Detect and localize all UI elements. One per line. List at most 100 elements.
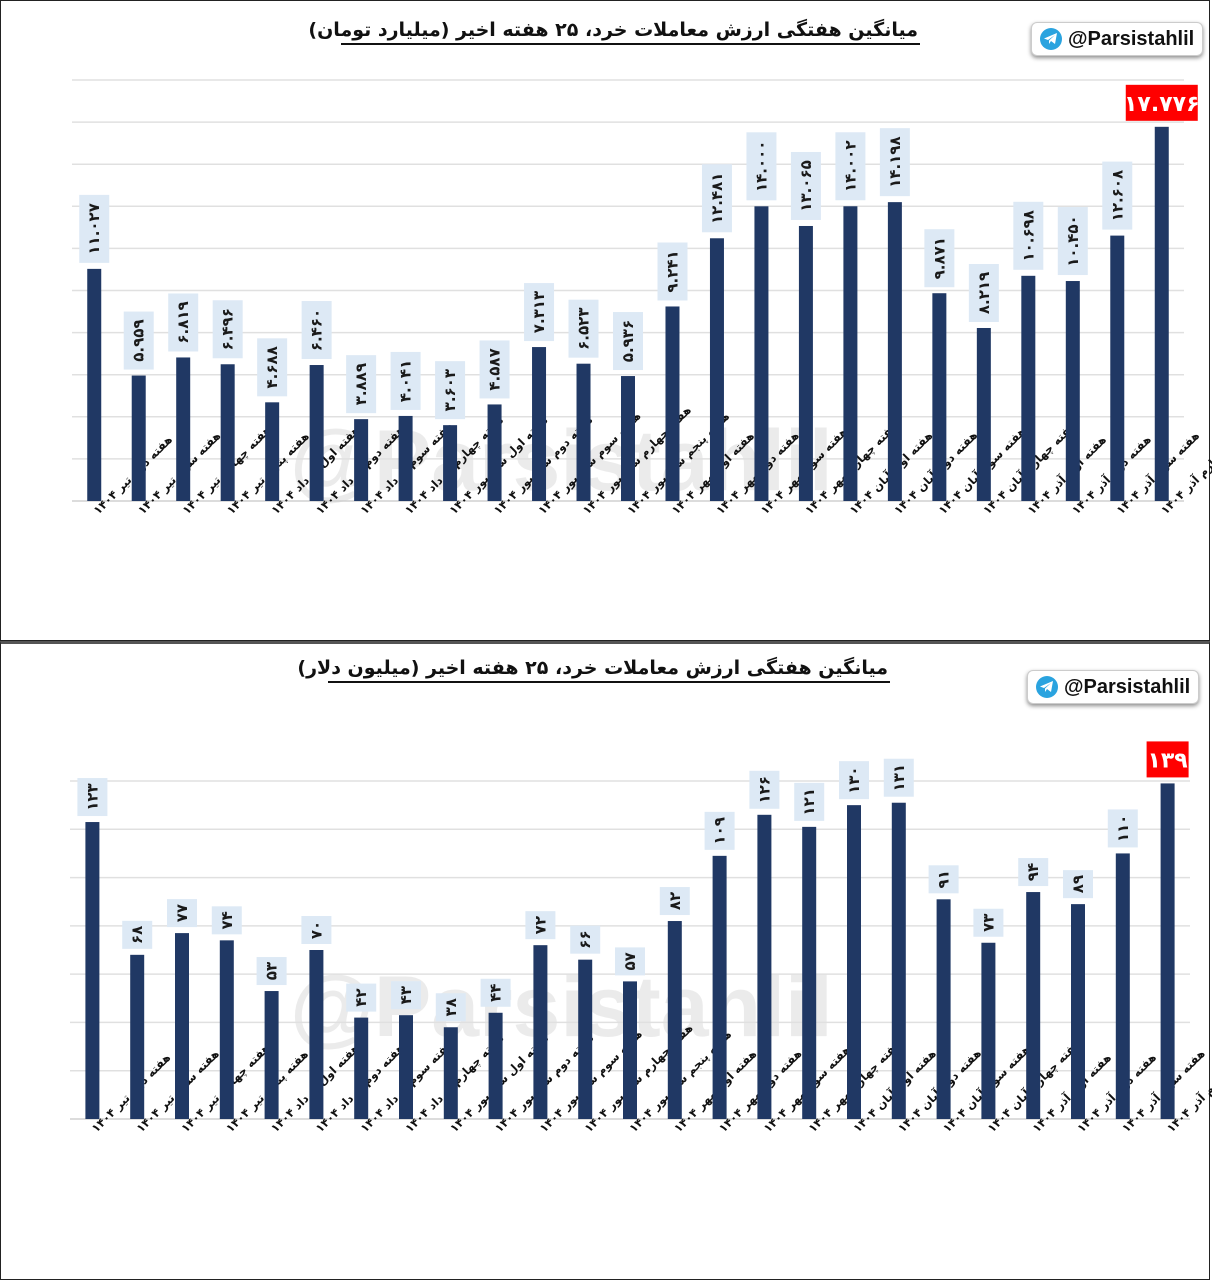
- bar: [220, 364, 235, 501]
- data-label: ۱۳۰: [845, 766, 863, 793]
- data-label: ۱۱۰: [1114, 815, 1132, 842]
- data-label-bg: [746, 132, 777, 201]
- bar: [891, 802, 906, 1119]
- data-label: ۸.۲۱۹: [975, 272, 993, 314]
- data-label-bg: [435, 361, 466, 420]
- data-label-bg: [346, 983, 377, 1012]
- data-label-bg: [167, 899, 197, 928]
- bar: [264, 991, 279, 1119]
- bar: [936, 899, 951, 1119]
- bar: [175, 933, 189, 1119]
- data-label-bg: [211, 906, 242, 935]
- data-label: ۴.۵۸۷: [486, 348, 504, 390]
- data-label: ۴۲: [352, 988, 370, 1006]
- bar: [399, 1015, 413, 1119]
- data-label: ۷۰: [307, 921, 325, 939]
- data-label-bg: [568, 299, 599, 358]
- data-label: ۹۴: [1024, 863, 1042, 881]
- data-label: ۵۷: [621, 952, 639, 970]
- data-label-bg: [122, 920, 153, 949]
- data-label: ۴۳: [397, 986, 415, 1004]
- data-label-bg: [256, 957, 287, 986]
- bar: [623, 981, 637, 1119]
- data-label-bg: [973, 908, 1004, 937]
- data-label-bg: [613, 312, 643, 371]
- data-label-bg: [525, 911, 556, 940]
- bar: [354, 1017, 369, 1119]
- data-label: ۱۲۳: [83, 783, 101, 810]
- bar: [265, 402, 280, 501]
- data-label: ۳۸: [442, 998, 460, 1016]
- bar: [847, 805, 861, 1119]
- chart-title-dollar: میانگین هفتگی ارزش معاملات خرد، ۲۵ هفته …: [297, 657, 890, 683]
- data-label-bg: [479, 340, 510, 399]
- data-label-bg: [301, 301, 332, 360]
- bar: [578, 959, 593, 1119]
- data-label: ۸۹: [1069, 875, 1087, 893]
- data-label: ۶.۴۶۰: [308, 309, 326, 351]
- bar: [1115, 853, 1130, 1119]
- telegram-icon: [1036, 676, 1058, 698]
- data-label-bg: [749, 770, 780, 809]
- data-label-bg: [1102, 161, 1133, 230]
- data-label-bg: [79, 194, 110, 263]
- channel-handle: @Parsistahlil: [1068, 27, 1195, 50]
- data-label: ۷۳: [979, 914, 997, 932]
- data-label-bg: [77, 778, 108, 817]
- data-label-bg: [123, 311, 154, 370]
- data-label: ۸۲: [666, 892, 684, 910]
- telegram-icon: [1040, 28, 1062, 50]
- data-label: ۱۳۹: [1147, 748, 1187, 773]
- data-label-bg: [301, 916, 332, 944]
- data-label: ۱۷.۷۷۶: [1124, 92, 1200, 117]
- channel-badge[interactable]: @Parsistahlil: [1027, 670, 1200, 704]
- data-label: ۱۲.۴۸۱: [708, 173, 726, 224]
- bar: [576, 363, 591, 501]
- highlight-label-bg: [1125, 84, 1198, 121]
- data-label-bg: [391, 981, 421, 1010]
- chart-panel-toman: میانگین هفتگی ارزش معاملات خرد، ۲۵ هفته …: [0, 0, 1210, 641]
- data-label: ۹.۸۷۱: [930, 237, 948, 279]
- data-label: ۱۲۱: [800, 788, 818, 815]
- data-label: ۷۲: [531, 916, 549, 934]
- data-label-bg: [1018, 858, 1049, 887]
- bar: [532, 347, 547, 501]
- data-label-bg: [1063, 870, 1093, 899]
- watermark-text: @Parsistahlil: [290, 413, 833, 509]
- data-label-bg: [346, 355, 377, 414]
- bar: [887, 202, 902, 502]
- data-label-bg: [657, 242, 688, 301]
- data-label-bg: [879, 128, 910, 197]
- watermark-text: @Parsistahlil: [290, 959, 833, 1055]
- data-label-bg: [839, 761, 869, 800]
- data-label-bg: [212, 300, 243, 359]
- bar: [533, 945, 548, 1119]
- data-label: ۱۳۱: [890, 764, 908, 791]
- data-label: ۱۰.۶۹۸: [1019, 210, 1037, 261]
- bar: [1110, 235, 1125, 501]
- data-label-bg: [659, 887, 690, 916]
- bar: [219, 940, 234, 1119]
- data-label-bg: [1107, 809, 1138, 848]
- bar: [398, 415, 413, 501]
- data-label-bg: [968, 263, 999, 322]
- bar: [802, 826, 817, 1119]
- data-label: ۵.۹۵۹: [130, 319, 148, 361]
- channel-badge[interactable]: @Parsistahlil: [1031, 22, 1204, 56]
- bar: [354, 419, 369, 501]
- data-label-bg: [1013, 201, 1044, 270]
- bar: [1154, 126, 1169, 502]
- data-label: ۱۴.۰۰۲: [841, 141, 859, 192]
- bar: [87, 268, 102, 501]
- highlight-label-bg: [1146, 741, 1189, 778]
- data-label: ۴۴: [487, 984, 505, 1002]
- bar: [665, 306, 680, 501]
- data-label: ۱۲۶: [755, 776, 773, 803]
- bar: [131, 375, 146, 501]
- data-label: ۴.۶۸۸: [263, 346, 281, 388]
- bar: [309, 365, 324, 501]
- bar: [130, 954, 145, 1119]
- data-label-bg: [704, 811, 735, 850]
